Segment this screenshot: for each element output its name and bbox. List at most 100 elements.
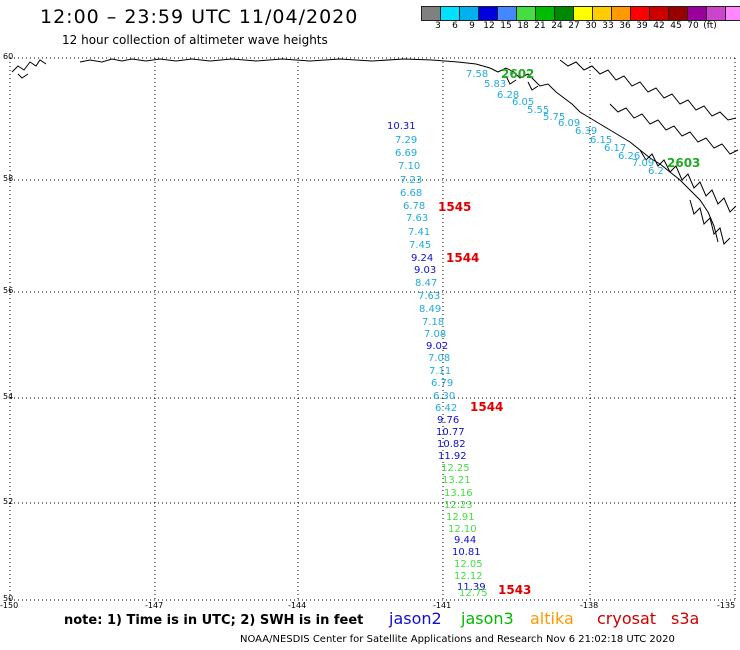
swh-value: 12.91 bbox=[446, 512, 475, 523]
colorbar-swatch bbox=[706, 6, 726, 21]
longitude-label: -150 bbox=[0, 601, 19, 610]
swh-value: 13.21 bbox=[442, 475, 471, 486]
swh-value: 7.29 bbox=[395, 135, 418, 146]
swh-value: 6.30 bbox=[433, 391, 456, 402]
map-subtitle: 12 hour collection of altimeter wave hei… bbox=[62, 33, 328, 47]
swh-value: 6.69 bbox=[395, 148, 418, 159]
swh-value: 5.83 bbox=[484, 79, 507, 90]
colorbar-label: 6 bbox=[452, 21, 458, 31]
swh-value: 6.28 bbox=[497, 90, 520, 101]
swh-value: 12.23 bbox=[444, 500, 473, 511]
legend-jason3: jason3 bbox=[461, 609, 514, 628]
swh-value: 10.81 bbox=[452, 547, 481, 558]
pass-time-tag: 2603 bbox=[667, 156, 701, 170]
swh-value: 7.11 bbox=[429, 366, 452, 377]
colorbar-swatch bbox=[535, 6, 555, 21]
swh-value: 7.63 bbox=[406, 213, 429, 224]
swh-value: 7.10 bbox=[398, 161, 421, 172]
latitude-label: 56 bbox=[3, 286, 14, 295]
colorbar-swatch bbox=[725, 6, 740, 21]
alaska-coastline bbox=[11, 58, 739, 245]
swh-value: 5.55 bbox=[527, 105, 550, 116]
longitude-label: -138 bbox=[580, 601, 599, 610]
swh-value: 12.10 bbox=[448, 524, 477, 535]
latitude-label: 58 bbox=[3, 174, 14, 183]
pass-time-tag: 2602 bbox=[501, 67, 535, 81]
colorbar-label: 27 bbox=[568, 21, 580, 31]
longitude-label: -147 bbox=[145, 601, 164, 610]
swh-value: 10.77 bbox=[436, 427, 465, 438]
colorbar-label: 18 bbox=[517, 21, 529, 31]
latitude-label: 52 bbox=[3, 497, 14, 506]
colorbar-label: 9 bbox=[469, 21, 475, 31]
pass-time-tag: 1545 bbox=[438, 200, 472, 214]
swh-value: 6.26 bbox=[618, 151, 641, 162]
legend-cryosat: cryosat bbox=[597, 609, 657, 628]
colorbar-label: 36 bbox=[619, 21, 631, 31]
colorbar-label: 12 bbox=[483, 21, 495, 31]
swh-value: 6.09 bbox=[558, 118, 581, 129]
legend-jason2: jason2 bbox=[389, 609, 442, 628]
latitude-label: 60 bbox=[3, 52, 14, 61]
colorbar-label: 3 bbox=[435, 21, 441, 31]
swh-value: 6.2 bbox=[648, 166, 664, 177]
swh-value: 7.41 bbox=[408, 227, 431, 238]
pass-time-tag: 1544 bbox=[470, 400, 504, 414]
lat-lon-grid bbox=[9, 57, 736, 601]
credit-line: NOAA/NESDIS Center for Satellite Applica… bbox=[240, 634, 675, 645]
longitude-label: -144 bbox=[288, 601, 307, 610]
colorbar-label: 24 bbox=[551, 21, 563, 31]
colorbar-swatch bbox=[554, 6, 574, 21]
colorbar-swatch bbox=[573, 6, 593, 21]
swh-value: 9.76 bbox=[437, 415, 460, 426]
colorbar-label: 70 bbox=[687, 21, 699, 31]
swh-value: 7.23 bbox=[400, 175, 423, 186]
colorbar-swatch bbox=[611, 6, 631, 21]
latitude-label: 50 bbox=[3, 594, 14, 603]
swh-value: 5.75 bbox=[543, 112, 566, 123]
swh-value: 6.39 bbox=[575, 126, 598, 137]
swh-value: 7.18 bbox=[422, 317, 445, 328]
colorbar-swatch bbox=[421, 6, 441, 21]
swh-value: 10.82 bbox=[437, 439, 466, 450]
swh-value: 11.92 bbox=[438, 451, 467, 462]
swh-value: 13.16 bbox=[444, 488, 473, 499]
swh-value: 7.08 bbox=[424, 329, 447, 340]
swh-value: 7.09 bbox=[632, 158, 655, 169]
colorbar-swatch bbox=[459, 6, 479, 21]
swh-value: 6.05 bbox=[512, 97, 535, 108]
colorbar-swatch bbox=[478, 6, 498, 21]
swh-value: 7.45 bbox=[409, 240, 432, 251]
colorbar-label: 21 bbox=[534, 21, 546, 31]
colorbar-label: 30 bbox=[585, 21, 597, 31]
colorbar-swatch bbox=[440, 6, 460, 21]
swh-value: 6.68 bbox=[400, 188, 423, 199]
map-title: 12:00 – 23:59 UTC 11/04/2020 bbox=[40, 6, 359, 28]
colorbar-label: 45 bbox=[670, 21, 682, 31]
longitude-label: -141 bbox=[433, 601, 452, 610]
colorbar-label: 39 bbox=[636, 21, 648, 31]
swh-value: 7.08 bbox=[428, 353, 451, 364]
colorbar-label: 15 bbox=[500, 21, 512, 31]
latitude-label: 54 bbox=[3, 392, 14, 401]
legend-altika: altika bbox=[530, 609, 574, 628]
swh-value: 6.42 bbox=[435, 403, 458, 414]
swh-value: 12.75 bbox=[459, 588, 488, 599]
footer-note: note: 1) Time is in UTC; 2) SWH is in fe… bbox=[64, 613, 364, 628]
colorbar-swatch bbox=[516, 6, 536, 21]
legend-s3a: s3a bbox=[671, 609, 700, 628]
colorbar-swatch bbox=[497, 6, 517, 21]
pass-time-tag: 1544 bbox=[446, 251, 480, 265]
colorbar-swatch bbox=[649, 6, 669, 21]
swh-value: 10.31 bbox=[387, 121, 416, 132]
swh-value: 7.58 bbox=[466, 69, 489, 80]
swh-value: 8.47 bbox=[415, 278, 438, 289]
swh-value: 9.02 bbox=[426, 341, 449, 352]
swh-value: 11.39 bbox=[457, 582, 486, 593]
swh-value: 7.63 bbox=[418, 291, 441, 302]
colorbar-label: 33 bbox=[602, 21, 614, 31]
swh-value: 12.25 bbox=[441, 463, 470, 474]
swh-value: 8.49 bbox=[419, 304, 442, 315]
colorbar-swatch bbox=[592, 6, 612, 21]
